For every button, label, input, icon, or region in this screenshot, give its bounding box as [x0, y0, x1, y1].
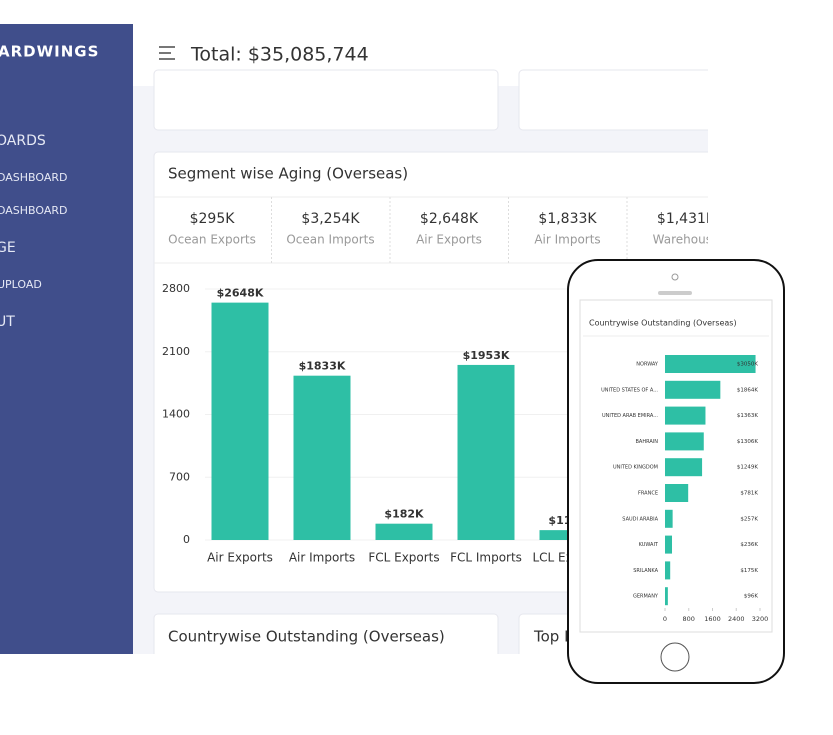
- bar: [665, 432, 704, 451]
- bar: [457, 364, 515, 540]
- y-tick-label: UNITED KINGDOM: [613, 465, 658, 471]
- y-tick-label: KUWAIT: [639, 542, 659, 548]
- summary-value: $3,254K: [301, 211, 360, 227]
- bar: [211, 302, 269, 540]
- y-tick-label: NORWAY: [636, 362, 659, 368]
- x-tick-label: FCL Exports: [368, 551, 439, 565]
- summary-label: Warehouse: [653, 233, 720, 247]
- menu-item[interactable]: OARDS: [0, 133, 46, 149]
- menu-item[interactable]: DASHBOARD: [0, 204, 68, 217]
- x-tick-label: Air Exports: [207, 551, 273, 565]
- summary-value: $2,648K: [420, 211, 479, 227]
- value-label: $781K: [740, 491, 758, 497]
- x-tick-label: 0: [663, 615, 667, 623]
- y-tick-label: UNITED STATES OF A...: [601, 387, 658, 393]
- value-label: $236K: [740, 542, 758, 548]
- header-title: Total: $35,085,744: [190, 44, 369, 66]
- summary-label: Ocean Imports: [286, 233, 374, 247]
- value-label: $175K: [740, 568, 758, 574]
- summary-label: Air Exports: [416, 233, 482, 247]
- y-tick-label: GERMANY: [633, 594, 659, 600]
- y-tick-label: 2100: [162, 345, 190, 358]
- card-title: Countrywise Outstanding (Overseas): [168, 628, 445, 646]
- x-tick-label: 800: [683, 615, 695, 623]
- bar: [665, 355, 756, 373]
- menu-item[interactable]: GE: [0, 240, 16, 256]
- value-label: $1363K: [737, 413, 758, 419]
- summary-label: Ocean Exports: [168, 233, 256, 247]
- camera: [671, 273, 679, 281]
- sidebar: [0, 24, 133, 654]
- x-tick-label: 1600: [704, 615, 721, 623]
- speaker: [658, 291, 692, 295]
- card: [153, 69, 499, 131]
- y-tick-label: 1400: [162, 408, 190, 421]
- bar: [665, 380, 721, 399]
- y-tick-label: 2800: [162, 282, 190, 295]
- card-title: Top F: [533, 628, 573, 646]
- phone-chart-title: Countrywise Outstanding (Overseas): [589, 319, 737, 328]
- menu-item[interactable]: UPLOAD: [0, 278, 42, 291]
- menu-icon[interactable]: [159, 46, 175, 60]
- value-label: $1953K: [463, 349, 510, 362]
- x-tick-label: Air Imports: [289, 551, 355, 565]
- bar: [375, 523, 433, 540]
- x-tick-label: FCL Imports: [450, 551, 522, 565]
- card: [153, 613, 499, 654]
- value-label: $1249K: [737, 465, 758, 471]
- summary-label: Air Imports: [534, 233, 600, 247]
- bar: [665, 561, 671, 580]
- bar: [293, 375, 351, 540]
- y-tick-label: 700: [169, 470, 190, 483]
- value-label: $3050K: [737, 362, 758, 368]
- menu-item[interactable]: UT: [0, 314, 15, 330]
- y-tick-label: 0: [183, 533, 190, 546]
- phone: Countrywise Outstanding (Overseas) 0 800 1…: [567, 259, 785, 684]
- value-label: $1306K: [737, 439, 758, 445]
- summary-value: $1,431K: [657, 211, 716, 227]
- y-tick-label: FRANCE: [638, 491, 658, 497]
- value-label: $257K: [740, 516, 758, 522]
- card-title: Segment wise Aging (Overseas): [168, 165, 408, 183]
- bar: [665, 406, 706, 425]
- value-label: $182K: [384, 508, 424, 521]
- bar: [665, 458, 703, 477]
- summary-value: $1,833K: [538, 211, 597, 227]
- y-tick-label: BAHRAIN: [635, 439, 658, 445]
- y-tick-label: SAUDI ARABIA: [622, 516, 658, 522]
- value-label: $2648K: [217, 287, 264, 300]
- logo: ARDWINGS: [0, 43, 99, 61]
- card: [518, 69, 708, 131]
- summary-value: $295K: [190, 211, 236, 227]
- bar: [665, 484, 689, 502]
- value-label: $1833K: [299, 360, 346, 373]
- home-button[interactable]: [660, 642, 690, 672]
- value-label: $1864K: [737, 387, 758, 393]
- x-tick-label: 3200: [752, 615, 769, 623]
- value-label: $96K: [744, 594, 758, 600]
- menu-item[interactable]: DASHBOARD: [0, 171, 68, 184]
- x-tick-label: 2400: [728, 615, 745, 623]
- y-tick-label: SRILANKA: [633, 568, 658, 574]
- y-tick-label: UNITED ARAB EMIRA...: [602, 413, 658, 419]
- bar: [665, 587, 668, 606]
- bar: [665, 509, 673, 528]
- bar: [665, 535, 673, 554]
